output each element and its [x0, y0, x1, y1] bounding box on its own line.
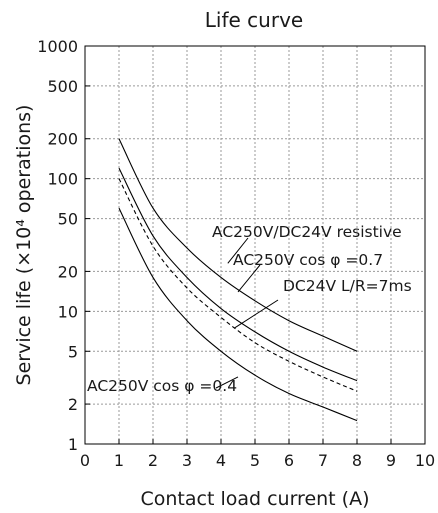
x-tick-label: 3	[182, 451, 192, 470]
annotation-label: AC250V cos φ =0.7	[233, 251, 383, 269]
series-line-ac250v-cos-0-4	[118, 207, 358, 422]
y-tick-label: 1000	[37, 37, 78, 56]
annotation-layer: AC250V/DC24V resistive AC250V cos φ =0.7 D…	[87, 223, 412, 395]
x-tick-label: 2	[148, 451, 158, 470]
annotation-leader-line	[227, 237, 249, 264]
y-axis-label: Service life (×10⁴ operations)	[13, 105, 35, 386]
series-layer	[118, 138, 358, 422]
y-tick-label: 500	[47, 77, 78, 96]
y-tick-label: 10	[58, 302, 78, 321]
chart-title: Life curve	[205, 8, 303, 32]
y-tick-label: 2	[68, 395, 78, 414]
series-line-ac250v-dc24v-resistive	[118, 138, 358, 352]
x-tick-label: 8	[352, 451, 362, 470]
x-axis-label: Contact load current (A)	[140, 488, 369, 510]
annotation-leader-line	[237, 264, 261, 293]
y-tick-label: 50	[58, 210, 78, 229]
annotation-label: DC24V L/R=7ms	[283, 277, 412, 295]
y-tick-label: 1	[68, 435, 78, 454]
annotation-label: AC250V/DC24V resistive	[212, 223, 402, 241]
series-line-ac250v-cos-0-7	[118, 167, 358, 382]
y-tick-label: 5	[68, 342, 78, 361]
x-tick-label: 0	[80, 451, 90, 470]
x-tick-label: 1	[114, 451, 124, 470]
y-tick-label: 100	[47, 170, 78, 189]
y-tick-label: 200	[47, 130, 78, 149]
annotation-leader-line	[234, 299, 279, 329]
x-tick-label: 5	[250, 451, 260, 470]
x-tick-label: 9	[386, 451, 396, 470]
y-tick-label: 20	[58, 262, 78, 281]
annotation-leader-line	[215, 376, 239, 389]
x-tick-label: 6	[284, 451, 294, 470]
x-tick-label: 7	[318, 451, 328, 470]
x-tick-label: 10	[415, 451, 435, 470]
series-line-dc24v-l-r-7ms	[118, 178, 358, 392]
x-tick-label: 4	[216, 451, 226, 470]
annotation-label: AC250V cos φ =0.4	[87, 377, 237, 395]
